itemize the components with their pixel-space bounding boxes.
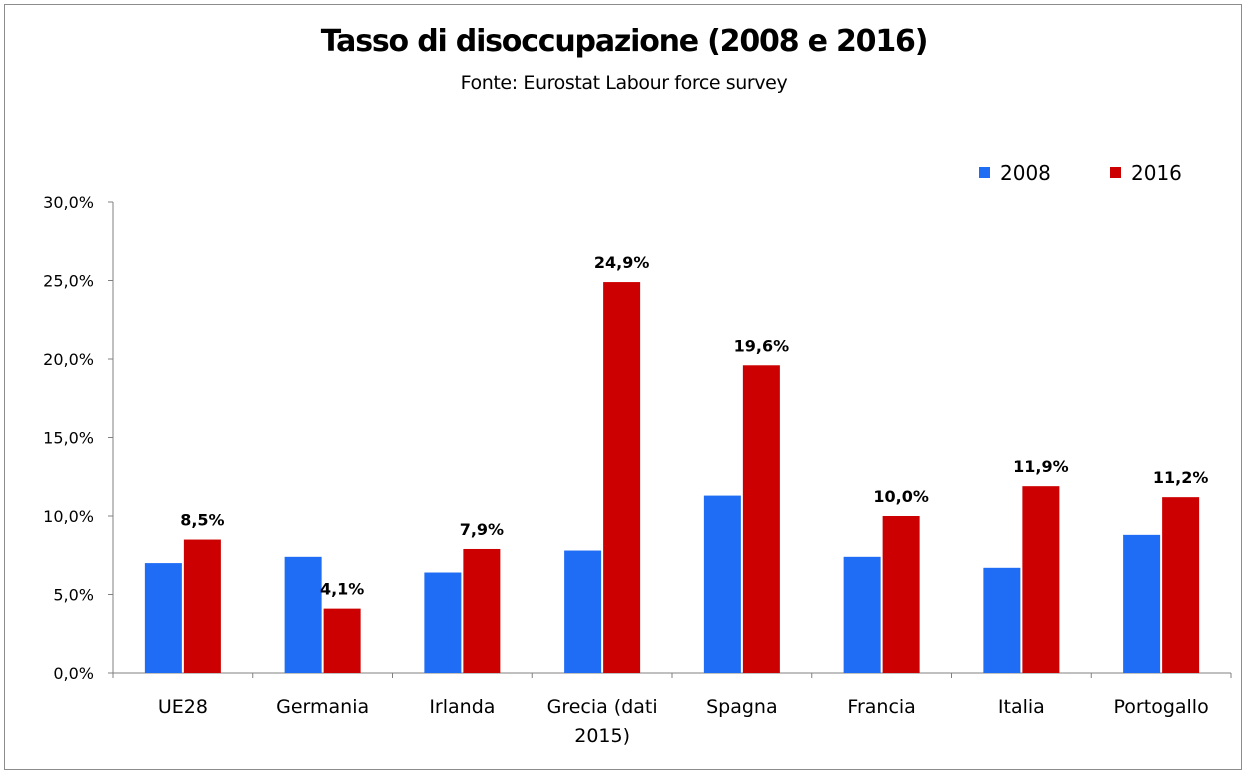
y-tick-label: 30,0% — [43, 193, 94, 212]
x-category-label: Portogallo — [1114, 696, 1209, 718]
bar-2016 — [323, 608, 361, 673]
data-label-2016: 24,9% — [594, 253, 650, 272]
x-category-label: Germania — [276, 696, 369, 718]
chart-title: Tasso di disoccupazione (2008 e 2016) — [320, 24, 929, 59]
legend-label: 2008 — [1000, 161, 1051, 185]
x-category-label: 2015) — [574, 725, 630, 747]
bar-2016 — [1162, 497, 1200, 673]
y-tick-label: 0,0% — [53, 664, 94, 683]
bar-2008 — [424, 572, 462, 673]
bar-2008 — [1123, 534, 1161, 673]
data-label-2016: 11,2% — [1153, 468, 1209, 487]
bar-2008 — [284, 556, 322, 673]
y-tick-label: 15,0% — [43, 429, 94, 448]
x-category-label: Spagna — [706, 696, 778, 718]
x-category-label: Grecia (dati — [547, 696, 658, 718]
legend-swatch-2016 — [1110, 167, 1121, 178]
x-category-label: Italia — [998, 696, 1045, 718]
bar-2016 — [1022, 486, 1060, 673]
data-label-2016: 7,9% — [460, 520, 504, 539]
data-label-2016: 11,9% — [1013, 457, 1069, 476]
x-category-label: Irlanda — [429, 696, 495, 718]
legend-swatch-2008 — [979, 167, 990, 178]
chart-subtitle: Fonte: Eurostat Labour force survey — [460, 72, 788, 94]
data-label-2016: 10,0% — [873, 487, 929, 506]
y-tick-label: 5,0% — [53, 586, 94, 605]
x-category-label: UE28 — [158, 696, 208, 718]
y-tick-label: 25,0% — [43, 272, 94, 291]
bar-2008 — [144, 563, 182, 673]
y-tick-label: 10,0% — [43, 507, 94, 526]
legend-label: 2016 — [1131, 161, 1182, 185]
y-tick-label: 20,0% — [43, 350, 94, 369]
data-label-2016: 19,6% — [734, 336, 790, 355]
bar-2008 — [703, 495, 741, 673]
bar-2016 — [742, 365, 780, 673]
bar-2008 — [843, 556, 881, 673]
data-label-2016: 8,5% — [180, 511, 224, 530]
bar-2016 — [603, 282, 641, 673]
bar-2008 — [983, 567, 1021, 673]
bar-2016 — [463, 548, 501, 673]
x-category-label: Francia — [847, 696, 915, 718]
bar-2016 — [882, 516, 920, 673]
data-label-2016: 4,1% — [320, 580, 364, 599]
bar-2008 — [564, 550, 602, 673]
bar-2016 — [183, 539, 221, 673]
